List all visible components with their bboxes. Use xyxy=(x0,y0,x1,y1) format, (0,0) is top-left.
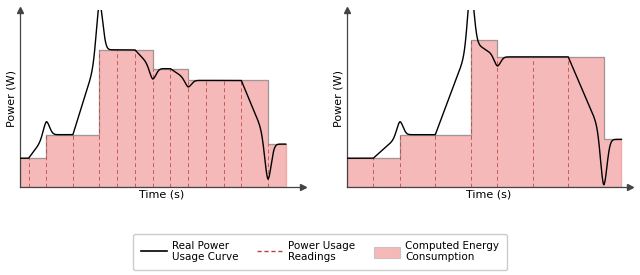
Y-axis label: Power (W): Power (W) xyxy=(334,70,344,126)
X-axis label: Time (s): Time (s) xyxy=(466,189,511,199)
X-axis label: Time (s): Time (s) xyxy=(139,189,184,199)
Legend: Real Power
Usage Curve, Power Usage
Readings, Computed Energy
Consumption: Real Power Usage Curve, Power Usage Read… xyxy=(133,233,507,270)
Y-axis label: Power (W): Power (W) xyxy=(7,70,17,126)
